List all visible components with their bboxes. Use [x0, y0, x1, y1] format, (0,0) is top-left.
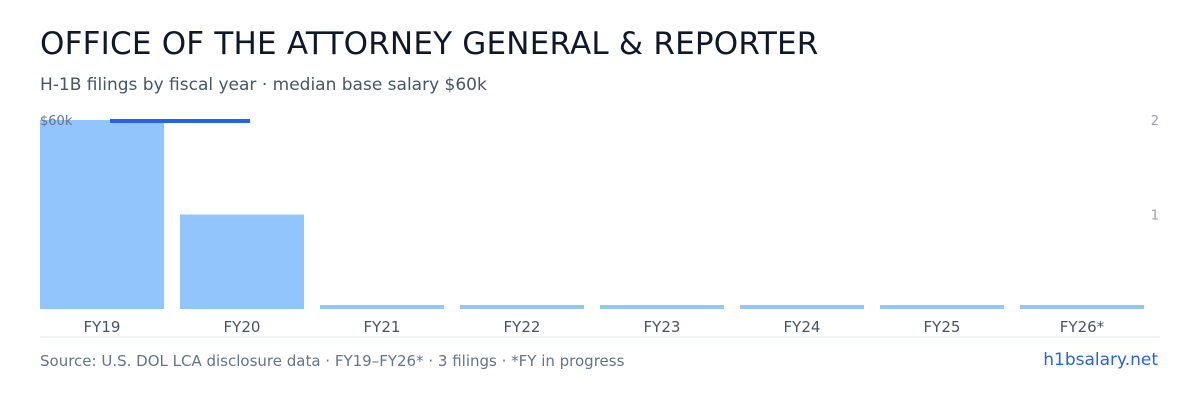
brand-link[interactable]: h1bsalary.net [1043, 350, 1158, 370]
bar-fy24 [740, 305, 864, 309]
salary-marker-label: $60k [40, 114, 73, 129]
x-tick-label: FY19 [84, 318, 121, 336]
page-subtitle: H-1B filings by fiscal year · median bas… [40, 75, 487, 95]
x-tick-label: FY23 [644, 318, 681, 336]
bar-fy25 [880, 305, 1004, 309]
x-tick-label: FY21 [364, 318, 401, 336]
source-note: Source: U.S. DOL LCA disclosure data · F… [40, 352, 625, 370]
x-tick-label: FY24 [784, 318, 821, 336]
bar-fy19 [40, 120, 164, 309]
bars-group [40, 120, 1144, 309]
x-tick-label: FY22 [504, 318, 541, 336]
page-title: OFFICE OF THE ATTORNEY GENERAL & REPORTE… [40, 26, 819, 62]
x-tick-labels: FY19 FY20 FY21 FY22 FY23 FY24 FY25 FY26* [84, 318, 1105, 336]
x-tick-label: FY26* [1060, 318, 1105, 336]
bar-fy20 [180, 214, 304, 309]
y-tick-labels: 12 [1151, 114, 1159, 224]
y-tick-label: 2 [1151, 114, 1159, 129]
y-tick-label: 1 [1151, 209, 1159, 224]
bar-fy22 [460, 305, 584, 309]
x-tick-label: FY20 [224, 318, 261, 336]
bar-fy21 [320, 305, 444, 309]
bar-fy26-partial [1020, 305, 1144, 309]
bar-fy23 [600, 305, 724, 309]
x-tick-label: FY25 [924, 318, 961, 336]
